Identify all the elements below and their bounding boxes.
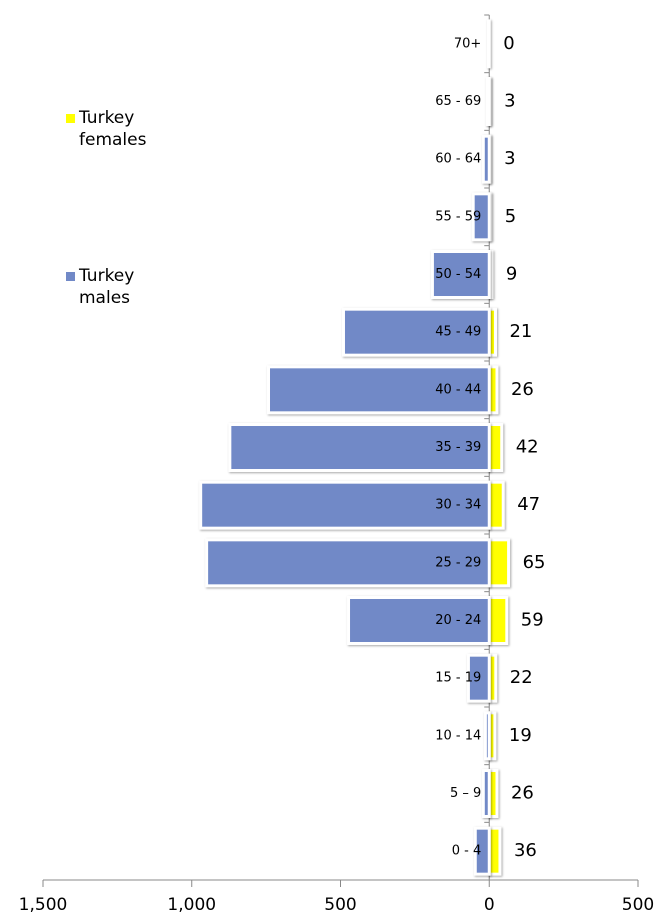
category-label: 5 – 9 xyxy=(450,786,481,801)
bar xyxy=(347,596,491,645)
bar xyxy=(487,480,505,530)
bar xyxy=(481,134,491,184)
category-label: 45 - 49 xyxy=(435,325,481,340)
x-tick-label: 500 xyxy=(622,895,654,915)
bar xyxy=(199,480,491,530)
category-label: 20 - 24 xyxy=(435,613,481,628)
x-tick-label: 1,500 xyxy=(19,895,68,915)
legend-label: Turkey females xyxy=(79,108,147,150)
category-label: 30 - 34 xyxy=(435,498,481,513)
legend-label: Turkey males xyxy=(79,266,135,308)
value-label: 59 xyxy=(521,610,544,631)
value-label: 3 xyxy=(504,91,515,112)
bar xyxy=(430,250,491,299)
value-label: 42 xyxy=(516,437,539,458)
category-label: 55 - 59 xyxy=(435,209,481,224)
value-label: 65 xyxy=(523,552,546,573)
category-label: 25 - 29 xyxy=(435,555,481,570)
bar xyxy=(228,423,491,472)
bar xyxy=(486,19,491,69)
bar xyxy=(205,538,491,588)
value-label: 5 xyxy=(505,206,516,227)
legend-swatch xyxy=(66,114,75,123)
value-label: 26 xyxy=(511,783,534,804)
bar xyxy=(487,423,504,472)
x-tick-label: 1,000 xyxy=(167,895,216,915)
value-label: 21 xyxy=(509,321,532,342)
category-label: 60 - 64 xyxy=(435,152,481,167)
legend-item: Turkey females xyxy=(66,107,186,151)
value-label: 36 xyxy=(514,840,537,861)
bar xyxy=(483,711,491,761)
value-label: 19 xyxy=(509,725,532,746)
bar xyxy=(341,307,491,357)
value-label: 9 xyxy=(506,264,517,285)
category-label: 40 - 44 xyxy=(435,382,481,397)
bar xyxy=(487,538,511,588)
bar xyxy=(466,653,491,703)
bar xyxy=(471,192,491,242)
bar xyxy=(481,769,491,818)
value-label: 26 xyxy=(511,379,534,400)
category-label: 50 - 54 xyxy=(435,267,481,282)
bar xyxy=(267,365,491,415)
value-label: 3 xyxy=(504,148,515,169)
legend-item: Turkey males xyxy=(66,265,186,309)
category-label: 10 - 14 xyxy=(435,728,481,743)
category-label: 0 - 4 xyxy=(452,844,482,859)
category-label: 15 - 19 xyxy=(435,671,481,686)
category-label: 35 - 39 xyxy=(435,440,481,455)
x-tick-label: 0 xyxy=(484,895,495,915)
bar xyxy=(487,826,502,876)
x-tick-label: 500 xyxy=(324,895,356,915)
bar xyxy=(473,826,491,876)
legend-swatch xyxy=(66,272,75,281)
bar xyxy=(487,596,509,645)
value-label: 22 xyxy=(510,667,533,688)
value-label: 47 xyxy=(517,494,540,515)
value-label: 0 xyxy=(503,33,514,54)
category-label: 65 - 69 xyxy=(435,94,481,109)
bar xyxy=(485,77,491,126)
category-label: 70+ xyxy=(454,36,481,51)
